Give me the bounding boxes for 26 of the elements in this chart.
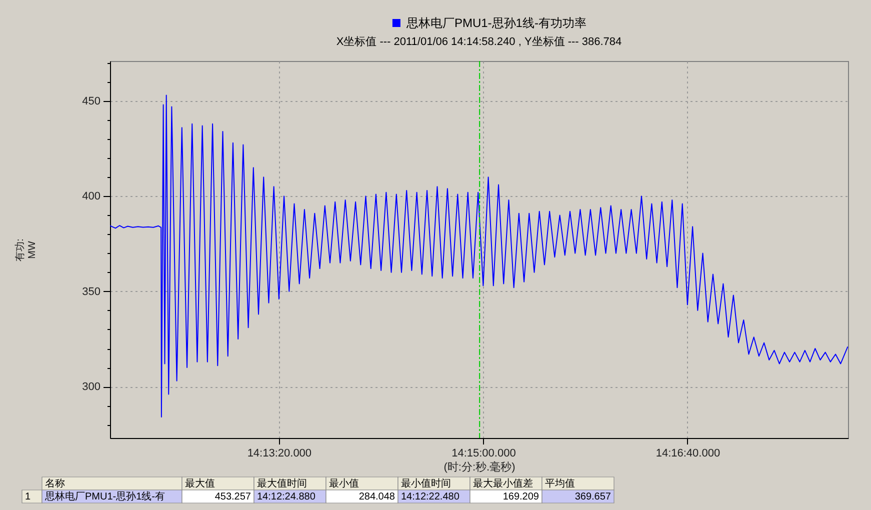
y-axis-title: 有功: MW	[14, 238, 38, 262]
x-axis-title: (时:分:秒.毫秒)	[444, 460, 516, 474]
y-tick-label: 300	[82, 381, 100, 394]
text: 最大值时间	[257, 478, 307, 490]
text: 最大值	[185, 478, 215, 490]
text: 最大最小值差	[473, 478, 533, 490]
x-tick-label: 14:16:40.000	[656, 448, 720, 460]
x-tick-label: 14:13:20.000	[247, 448, 312, 460]
text: 169.209	[502, 492, 540, 502]
legend-label: 思林电厂PMU1-思孙1线-有功功率	[405, 16, 586, 30]
y-tick-label: 400	[82, 190, 100, 203]
text: 思林电厂PMU1-思孙1线-有	[44, 490, 166, 502]
text: 14:12:24.880	[257, 492, 316, 502]
y-tick-label: 350	[82, 286, 100, 298]
text: 名称	[45, 478, 65, 490]
chart-subtitle: X坐标值 --- 2011/01/06 14:14:58.240 , Y坐标值 --- 386.784	[336, 35, 622, 48]
text: 369.657	[574, 492, 612, 502]
x-tick-label: 14:15:00.000	[452, 448, 516, 460]
y-tick-label: 450	[82, 95, 100, 108]
text: 最小值时间	[401, 478, 451, 490]
text: 284.048	[358, 492, 396, 502]
text: 14:12:22.480	[401, 492, 460, 502]
text: 1	[25, 492, 31, 502]
text: 最小值	[329, 478, 359, 490]
text: 平均值	[545, 478, 575, 490]
text: 453.257	[214, 492, 252, 502]
